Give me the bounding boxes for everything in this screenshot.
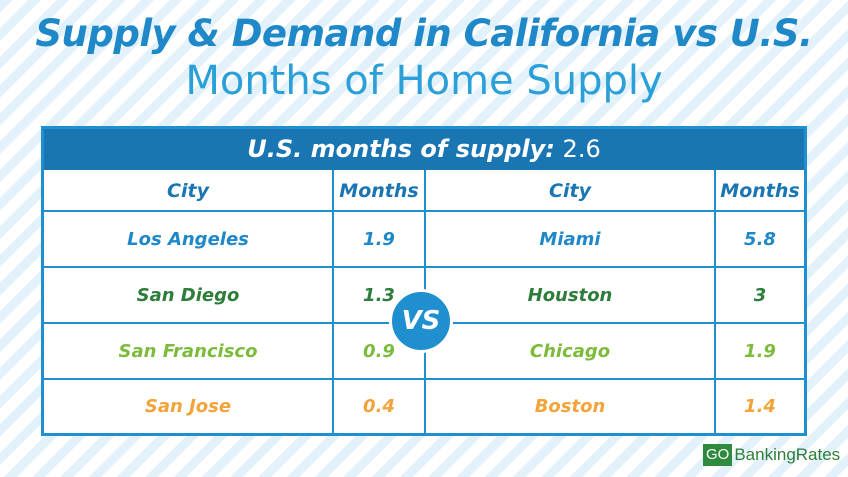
us-supply-value: 2.6 [562, 135, 601, 163]
us-supply-banner: U.S. months of supply: 2.6 [44, 129, 804, 170]
comparison-table: U.S. months of supply: 2.6 City Months C… [41, 126, 807, 436]
table-cell-months: 0.4 [363, 396, 395, 417]
table-cell-city: Chicago [529, 340, 611, 362]
column-header-months: Months [339, 180, 419, 202]
table-cell-city: San Francisco [118, 340, 258, 362]
logo-wordmark: BankingRates [734, 445, 841, 464]
table-cell-city: Los Angeles [127, 228, 249, 250]
vs-badge: VS [389, 289, 453, 353]
us-supply-label: U.S. months of supply: [247, 135, 555, 163]
page-subtitle: Months of Home Supply [185, 58, 663, 104]
column-header-months: Months [720, 180, 800, 202]
table-cell-city: San Jose [144, 396, 232, 417]
table-cell-months: 1.3 [363, 284, 395, 306]
logo-go-mark: GO [703, 444, 733, 466]
table-cell-city: Houston [527, 284, 613, 306]
table-cell-months: 3 [753, 284, 767, 306]
column-divider [714, 170, 716, 433]
row-divider [44, 210, 804, 212]
table-cell-city: Boston [534, 396, 606, 417]
column-header-city: City [549, 180, 591, 202]
column-header-city: City [167, 180, 209, 202]
table-cell-months: 1.4 [744, 396, 776, 417]
gobankingrates-logo: GO BankingRates [703, 443, 840, 467]
table-cell-months: 1.9 [363, 228, 395, 250]
row-divider [44, 266, 804, 268]
row-divider [44, 378, 804, 380]
table-cell-city: San Diego [136, 284, 240, 306]
column-divider [332, 170, 334, 433]
table-cell-months: 1.9 [744, 340, 776, 362]
table-cell-months: 0.9 [363, 340, 395, 362]
table-cell-city: Miami [539, 228, 601, 250]
page-title: Supply & Demand in California vs U.S. [35, 12, 813, 55]
table-cell-months: 5.8 [744, 228, 776, 250]
